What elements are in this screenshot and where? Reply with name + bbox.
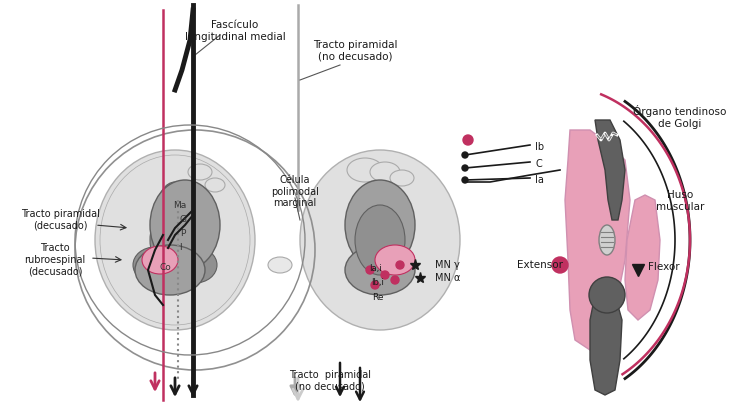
- Circle shape: [462, 177, 468, 183]
- Ellipse shape: [345, 245, 415, 295]
- Ellipse shape: [390, 170, 414, 186]
- Text: Fascículo
longitudinal medial: Fascículo longitudinal medial: [184, 20, 286, 42]
- Text: Ia: Ia: [535, 175, 544, 185]
- Circle shape: [381, 271, 389, 279]
- Ellipse shape: [173, 247, 217, 283]
- Text: Co: Co: [159, 263, 171, 272]
- Text: Ma: Ma: [173, 201, 186, 210]
- Circle shape: [462, 165, 468, 171]
- Text: Ib,i: Ib,i: [372, 278, 384, 287]
- Ellipse shape: [355, 205, 405, 275]
- Ellipse shape: [345, 180, 415, 270]
- Text: Extensor: Extensor: [517, 260, 563, 270]
- Text: Tracto
rubroespinal
(decusado): Tracto rubroespinal (decusado): [25, 243, 86, 277]
- Text: I: I: [179, 243, 181, 253]
- Text: Célula
polimodal
marginal: Célula polimodal marginal: [271, 175, 319, 208]
- Ellipse shape: [133, 247, 177, 283]
- Ellipse shape: [150, 205, 200, 275]
- Ellipse shape: [188, 164, 212, 180]
- Circle shape: [391, 276, 399, 284]
- Ellipse shape: [268, 257, 292, 273]
- Polygon shape: [590, 290, 622, 395]
- Circle shape: [552, 257, 568, 273]
- Text: Tracto  piramidal
(no decusado): Tracto piramidal (no decusado): [289, 370, 371, 391]
- Text: Re: Re: [372, 292, 383, 302]
- Ellipse shape: [205, 178, 225, 192]
- Text: MN α: MN α: [435, 273, 460, 283]
- Ellipse shape: [142, 246, 178, 274]
- Ellipse shape: [599, 225, 615, 255]
- Circle shape: [462, 152, 468, 158]
- Text: MN γ: MN γ: [435, 260, 460, 270]
- Circle shape: [589, 277, 625, 313]
- Ellipse shape: [370, 162, 400, 182]
- Text: Tracto piramidal
(no decusado): Tracto piramidal (no decusado): [313, 40, 398, 62]
- Ellipse shape: [347, 158, 383, 182]
- Text: Ib: Ib: [535, 142, 544, 152]
- Text: P: P: [181, 230, 186, 238]
- Text: Tracto piramidal
(decusado): Tracto piramidal (decusado): [21, 209, 99, 231]
- Text: Órgano tendinoso
de Golgi: Órgano tendinoso de Golgi: [633, 105, 727, 129]
- Ellipse shape: [157, 182, 193, 238]
- Ellipse shape: [135, 245, 205, 295]
- Polygon shape: [625, 195, 660, 320]
- Circle shape: [463, 135, 473, 145]
- Text: C: C: [535, 159, 542, 169]
- Text: G: G: [180, 215, 186, 225]
- Ellipse shape: [95, 150, 255, 330]
- Ellipse shape: [300, 150, 460, 330]
- Polygon shape: [565, 130, 630, 350]
- Text: Ia,i: Ia,i: [369, 263, 381, 272]
- Circle shape: [366, 266, 374, 274]
- Text: Huso
muscular: Huso muscular: [656, 190, 704, 212]
- Ellipse shape: [375, 245, 415, 275]
- Text: Flexor: Flexor: [648, 262, 680, 272]
- Polygon shape: [595, 120, 625, 220]
- Ellipse shape: [150, 180, 220, 270]
- Circle shape: [371, 281, 379, 289]
- Circle shape: [396, 261, 404, 269]
